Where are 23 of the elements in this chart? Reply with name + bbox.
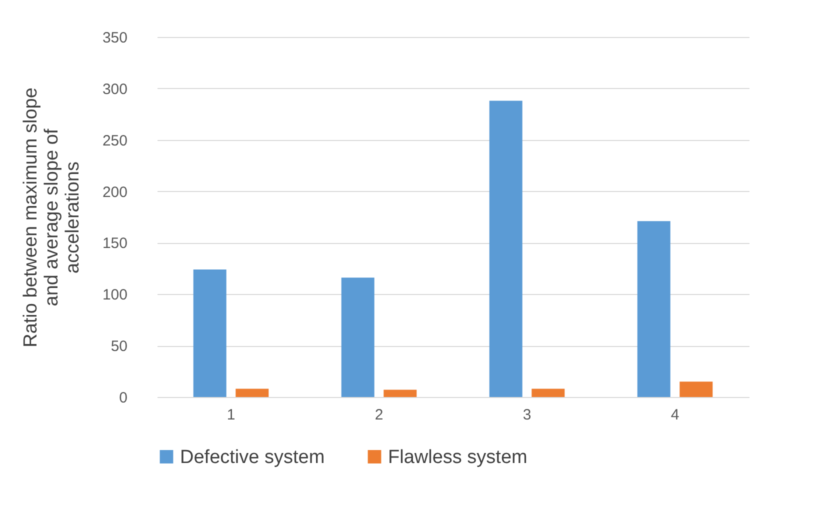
x-tick-label: 3: [522, 406, 532, 424]
y-tick-label: 100: [102, 286, 128, 304]
y-tick-label: 350: [102, 30, 128, 46]
bar: [532, 388, 565, 397]
y-tick-label: 300: [102, 80, 128, 98]
y-tick-label: 0: [119, 390, 128, 406]
bar: [637, 221, 670, 397]
bar: [236, 388, 269, 397]
y-tick-label: 250: [102, 132, 128, 150]
bar: [341, 278, 374, 397]
x-tick-label: 1: [226, 406, 236, 424]
y-tick-label: 200: [102, 184, 128, 201]
bar: [680, 382, 713, 397]
bar: [193, 269, 226, 397]
legend-label: Defective system: [180, 446, 325, 468]
y-tick-label: 150: [102, 235, 128, 252]
x-tick-label: 2: [374, 406, 384, 424]
bar: [384, 390, 417, 397]
bar: [489, 100, 522, 397]
y-tick-label: 50: [110, 338, 128, 356]
legend-label: Flawless system: [388, 446, 528, 468]
y-axis-title: Ratio between maximum slope and average slope of accelerations: [20, 88, 84, 348]
x-tick-label: 4: [670, 406, 680, 424]
